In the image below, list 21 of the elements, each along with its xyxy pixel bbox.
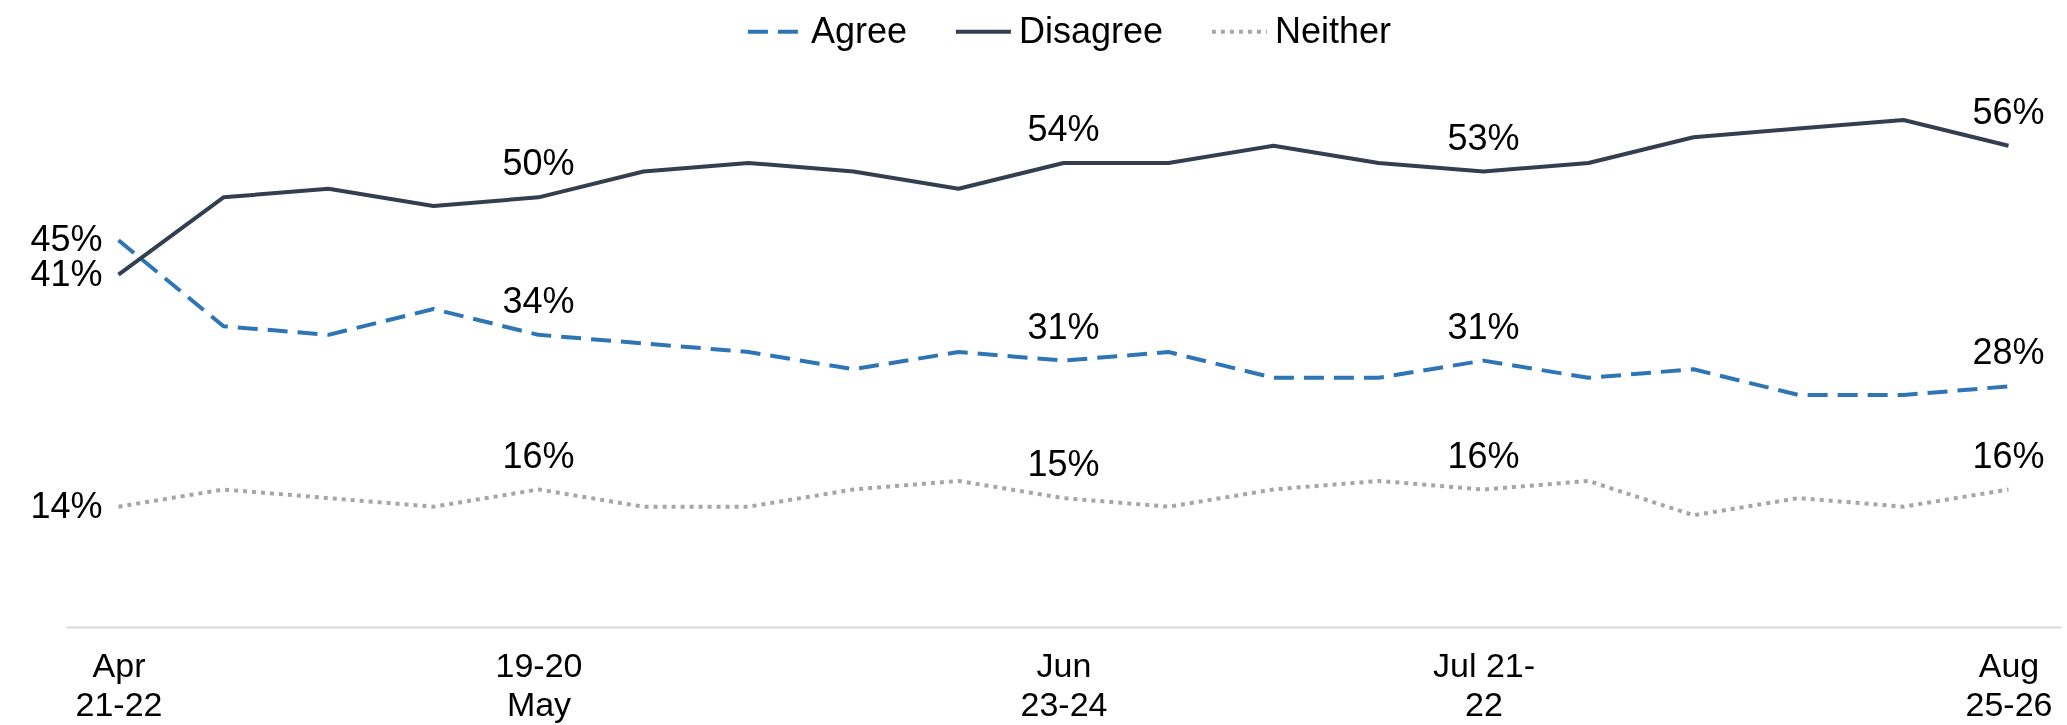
x-tick-label: Jul 21-22 — [1432, 645, 1536, 723]
data-label: 28% — [1972, 331, 2045, 373]
data-label: 50% — [502, 142, 575, 184]
legend-label: Neither — [1274, 9, 1391, 51]
data-label: 53% — [1447, 116, 1520, 158]
data-label: 31% — [1027, 305, 1100, 347]
legend-label: Disagree — [1018, 9, 1163, 51]
data-label: 15% — [1027, 443, 1100, 485]
data-label: 34% — [502, 279, 575, 321]
legend-label: Agree — [810, 9, 907, 51]
x-tick-label: Jun 23-24 — [1020, 645, 1108, 723]
data-label: 56% — [1972, 90, 2045, 132]
x-tick-label: 19-20 May — [495, 645, 583, 723]
x-tick-label: Apr 21-22 — [75, 645, 163, 723]
data-label: 16% — [1447, 434, 1520, 476]
data-label: 31% — [1447, 305, 1520, 347]
data-label: 14% — [30, 484, 103, 526]
data-label: 16% — [1972, 434, 2045, 476]
data-label: 54% — [1027, 107, 1100, 149]
x-tick-label: Aug 25-26 — [1965, 645, 2053, 723]
data-label: 16% — [502, 434, 575, 476]
